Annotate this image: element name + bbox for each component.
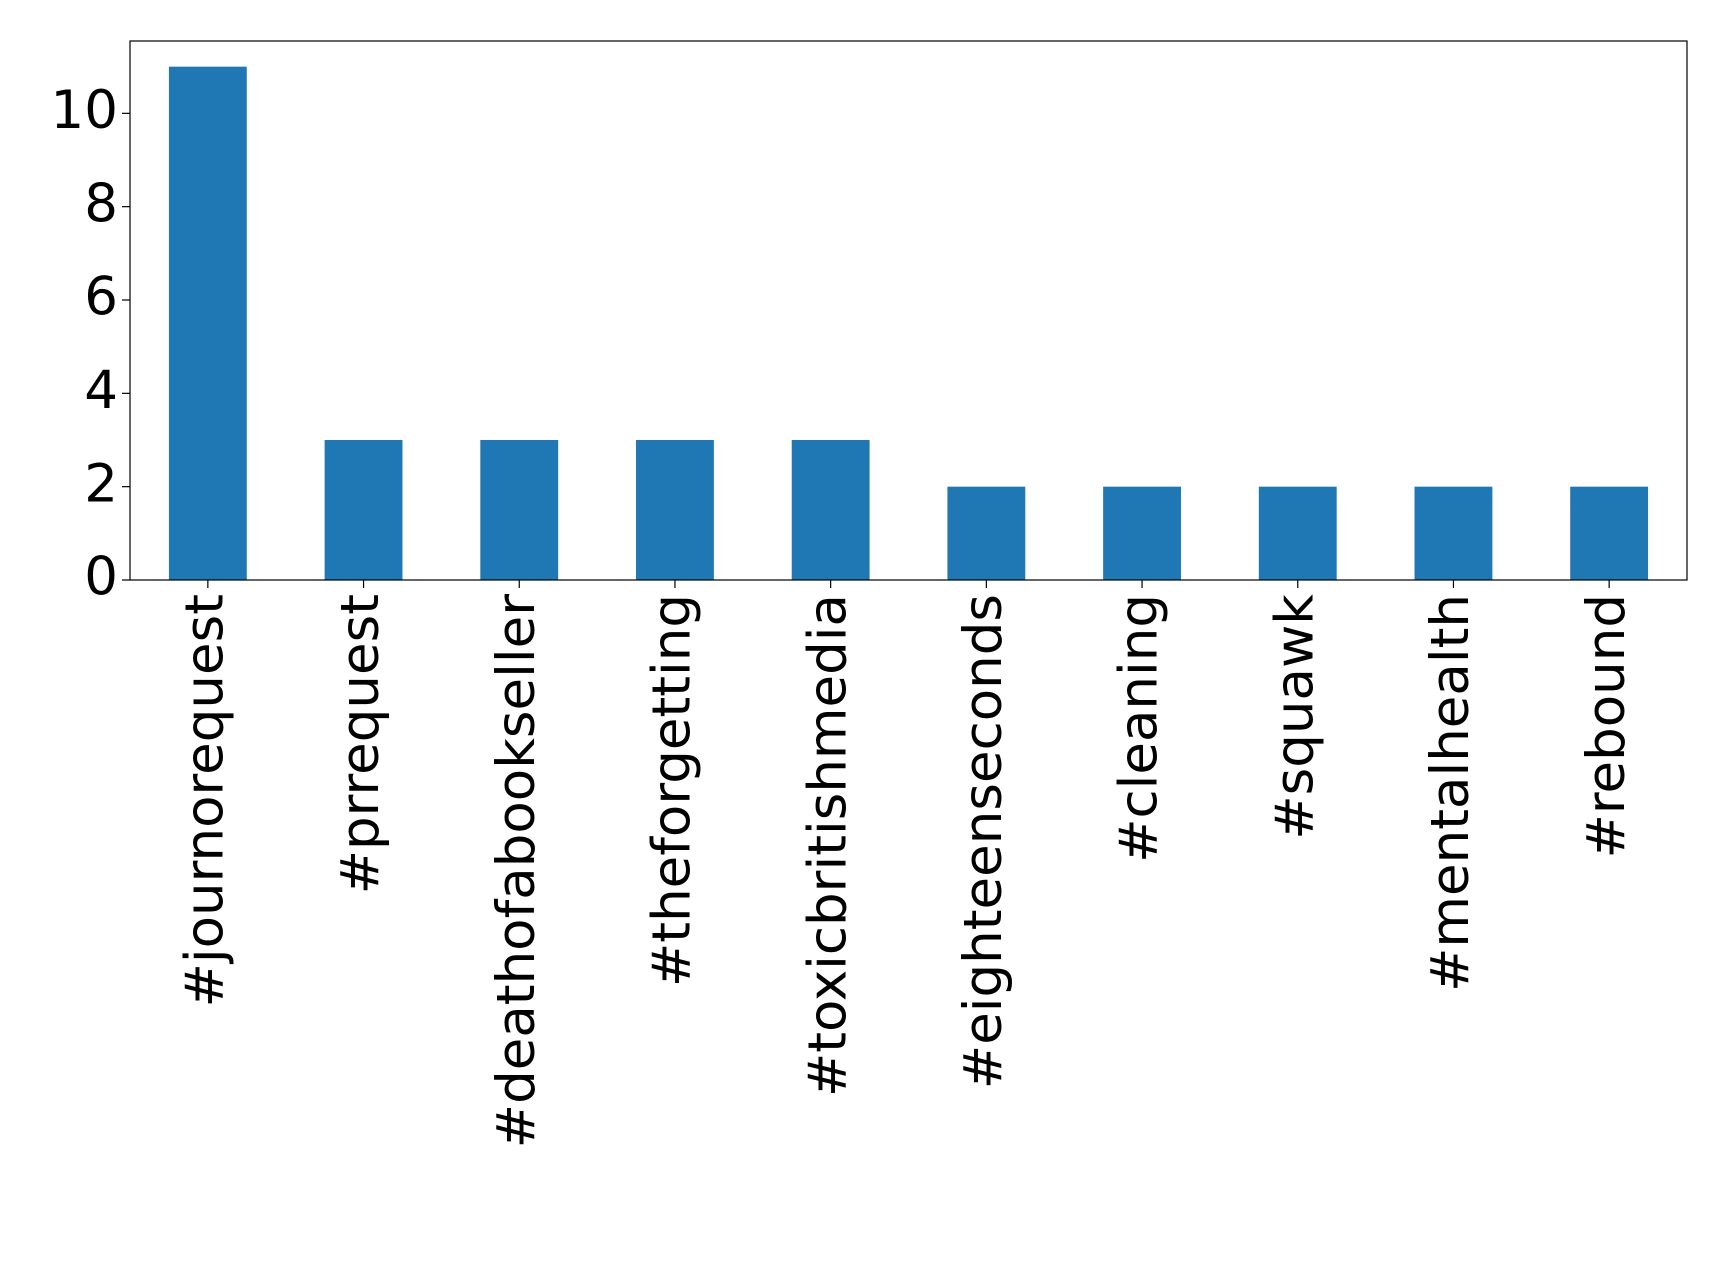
x-tick-label: #mentalhealth xyxy=(1420,594,1481,992)
bar xyxy=(947,486,1026,580)
x-tick-label: #toxicbritishmedia xyxy=(797,594,858,1097)
bar xyxy=(480,440,559,580)
bar xyxy=(1103,486,1181,580)
x-tick-label: #rebound xyxy=(1576,594,1637,859)
x-tick-label: #squawk xyxy=(1264,594,1325,840)
bar xyxy=(1414,486,1493,580)
x-tick-label: #eighteenseconds xyxy=(953,594,1014,1089)
y-tick-label: 2 xyxy=(84,453,118,514)
y-tick-label: 0 xyxy=(84,547,118,608)
bar xyxy=(791,440,870,580)
x-tick-label: #journorequest xyxy=(174,594,235,1008)
bar xyxy=(1258,486,1337,580)
bar xyxy=(168,66,247,580)
y-tick-label: 6 xyxy=(84,267,118,328)
plot-frame xyxy=(129,40,1688,581)
y-tick-label: 4 xyxy=(84,360,118,421)
x-tick-label: #cleaning xyxy=(1109,594,1170,863)
bar xyxy=(1570,486,1649,580)
bar xyxy=(324,440,403,580)
bar xyxy=(636,440,714,580)
x-tick-label: #prrequest xyxy=(330,594,391,894)
x-tick-label: #deathofabookseller xyxy=(486,594,547,1149)
y-tick-label: 10 xyxy=(51,80,118,141)
x-tick-label: #theforgetting xyxy=(642,594,703,987)
y-tick-label: 8 xyxy=(84,173,118,234)
